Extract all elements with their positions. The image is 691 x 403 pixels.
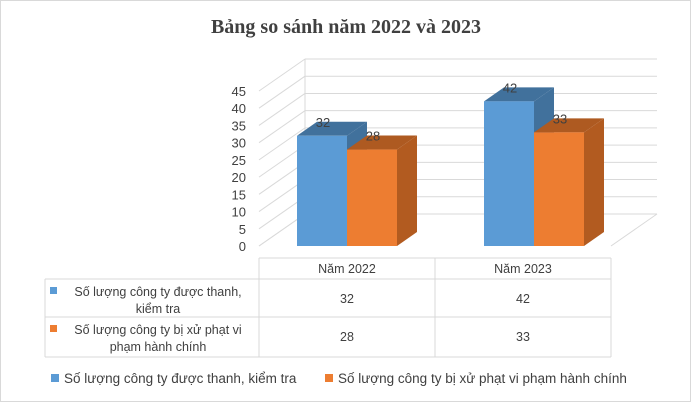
table-series-label: Số lượng công ty bị xử phạt vi xyxy=(74,323,241,337)
table-series-label: phạm hành chính xyxy=(110,340,207,354)
y-tick-label: 10 xyxy=(232,205,246,220)
table-cell-value: 42 xyxy=(516,292,530,306)
bar-front xyxy=(297,135,347,246)
table-cell-value: 32 xyxy=(340,292,354,306)
table-series-label: kiểm tra xyxy=(136,302,181,316)
legend: Số lượng công ty được thanh, kiểm tra Số … xyxy=(51,371,627,386)
legend-item: Số lượng công ty được thanh, kiểm tra xyxy=(51,371,297,386)
bar xyxy=(534,118,604,246)
data-label: 28 xyxy=(366,129,380,144)
floor-edge-right xyxy=(610,213,658,247)
gridline-side xyxy=(258,75,306,109)
table-series-label: Số lượng công ty được thanh, xyxy=(74,285,241,299)
bar-top xyxy=(297,121,367,136)
chart-title: Bảng so sánh năm 2022 và 2023 xyxy=(211,16,481,38)
bar-side xyxy=(397,135,417,246)
bar xyxy=(347,135,417,246)
bars xyxy=(297,87,604,246)
y-tick-label: 45 xyxy=(232,84,246,99)
data-table: Năm 2022 Năm 2023 Số lượng công ty được th… xyxy=(44,257,612,358)
y-tick-label: 30 xyxy=(232,136,246,151)
legend-label: Số lượng công ty được thanh, kiểm tra xyxy=(64,371,297,386)
y-tick-label: 5 xyxy=(239,222,246,237)
data-label: 42 xyxy=(503,80,517,95)
table-series-marker xyxy=(50,325,57,332)
table-cell-value: 28 xyxy=(340,330,354,344)
bar-top xyxy=(347,135,417,150)
y-tick-label: 20 xyxy=(232,170,246,185)
bar-front xyxy=(347,149,397,246)
category-label: Năm 2022 xyxy=(318,262,376,276)
legend-label: Số lượng công ty bị xử phạt vi phạm hành… xyxy=(338,371,627,386)
table-series-marker xyxy=(50,287,57,294)
y-tick-label: 35 xyxy=(232,118,246,133)
y-tick-label: 15 xyxy=(232,187,246,202)
bar-side xyxy=(584,118,604,246)
bar-front xyxy=(484,101,534,246)
data-label: 32 xyxy=(316,115,330,130)
y-tick-label: 40 xyxy=(232,101,246,116)
bar-top xyxy=(534,118,604,133)
gridline-side xyxy=(258,127,306,161)
bar-front xyxy=(534,132,584,246)
gridline-side xyxy=(258,110,306,144)
category-label: Năm 2023 xyxy=(494,262,552,276)
legend-swatch xyxy=(325,374,333,382)
table-cell-value: 33 xyxy=(516,330,530,344)
legend-swatch xyxy=(51,374,59,382)
legend-item: Số lượng công ty bị xử phạt vi phạm hành… xyxy=(325,371,627,386)
y-tick-label: 0 xyxy=(239,239,246,254)
gridline-side xyxy=(258,93,306,126)
data-label: 33 xyxy=(553,111,567,126)
gridline-side xyxy=(258,58,306,92)
y-axis: 0 5 10 15 20 25 30 35 40 45 xyxy=(232,84,246,254)
y-tick-label: 25 xyxy=(232,153,246,168)
data-labels: 32 28 42 33 xyxy=(316,80,567,143)
bar-top xyxy=(484,87,554,102)
